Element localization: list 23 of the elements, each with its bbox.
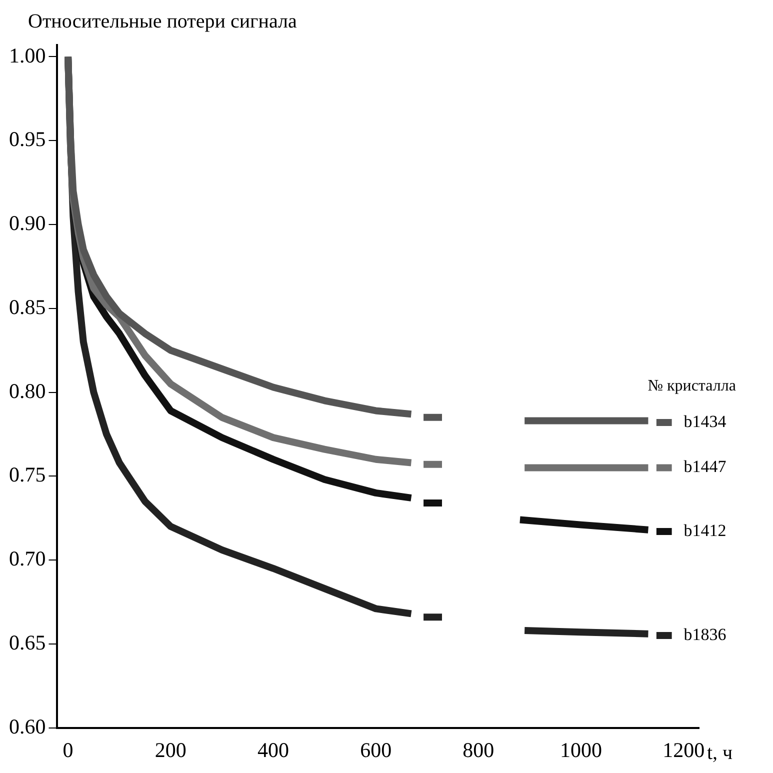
x-tick-label: 600 <box>360 738 392 762</box>
x-tick-label: 1200 <box>662 738 705 762</box>
y-tick-label: 0.95 <box>9 127 46 152</box>
series-label: b1836 <box>684 625 726 644</box>
x-tick-label: 800 <box>462 738 494 762</box>
series-label: b1447 <box>684 457 727 476</box>
y-axis-title: Относительные потери сигнала <box>28 10 297 32</box>
x-tick-label: 1000 <box>560 738 602 762</box>
series-label: b1434 <box>684 412 727 431</box>
y-tick-label: 0.80 <box>9 378 46 403</box>
x-tick-label: 0 <box>62 738 74 762</box>
x-axis-title: t, ч <box>707 742 733 764</box>
series-label: b1412 <box>684 520 726 540</box>
y-tick-label: 0.90 <box>9 211 46 236</box>
y-tick-label: 1.00 <box>9 43 46 68</box>
x-tick-label: 400 <box>257 738 289 762</box>
y-tick-label: 0.85 <box>9 294 46 319</box>
y-tick-label: 0.65 <box>9 630 46 654</box>
y-tick-label: 0.70 <box>9 546 46 571</box>
y-tick-label: 0.60 <box>9 714 46 738</box>
legend-title: № кристалла <box>648 378 736 395</box>
y-tick-label: 0.75 <box>9 462 46 487</box>
x-tick-label: 200 <box>154 738 186 762</box>
